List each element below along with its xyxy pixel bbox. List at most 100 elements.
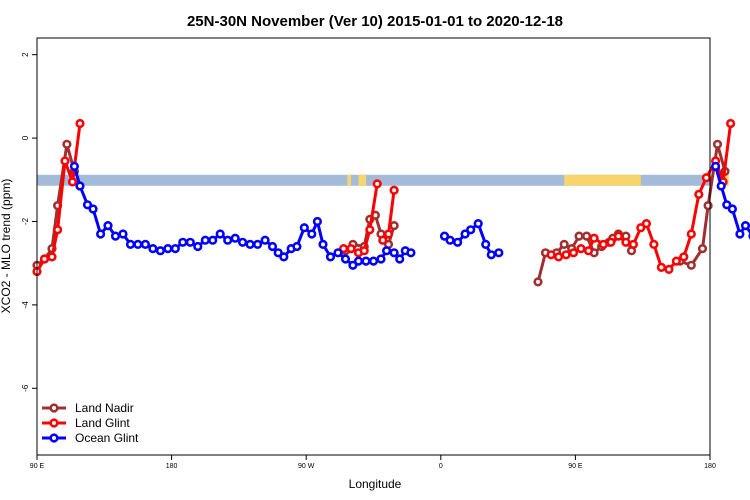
- data-point: [368, 256, 379, 266]
- data-point: [170, 244, 180, 254]
- data-point: [133, 239, 143, 249]
- data-point: [664, 264, 674, 275]
- data-point: [148, 244, 158, 254]
- data-point: [292, 241, 302, 252]
- data-point: [694, 189, 704, 199]
- legend-item-land-glint: Land Glint: [42, 416, 130, 430]
- data-point: [110, 231, 121, 241]
- data-point: [299, 223, 309, 233]
- series-ocean-glint: [69, 161, 750, 270]
- data-point: [486, 250, 496, 260]
- data-point: [735, 229, 745, 239]
- legend-swatch-marker: [49, 433, 59, 443]
- data-point: [155, 246, 165, 256]
- x-tick-label: 180: [166, 463, 178, 470]
- data-point: [406, 248, 416, 258]
- legend-label: Land Nadir: [75, 401, 134, 415]
- data-point: [727, 204, 738, 214]
- data-point: [95, 229, 106, 239]
- land-segment: [564, 174, 641, 186]
- data-point: [273, 248, 283, 258]
- data-point: [686, 229, 696, 239]
- y-tick-label: -4: [21, 301, 30, 309]
- data-point: [307, 229, 317, 239]
- data-point: [193, 241, 203, 252]
- data-point: [75, 118, 85, 129]
- data-point: [697, 244, 708, 254]
- data-point: [88, 204, 98, 214]
- data-point: [333, 248, 343, 258]
- data-point: [47, 252, 57, 262]
- x-tick-label: 90 E: [30, 463, 45, 470]
- data-point: [628, 239, 639, 249]
- data-point: [267, 241, 278, 252]
- data-point: [389, 248, 399, 258]
- data-point: [208, 235, 218, 245]
- data-point: [62, 139, 72, 149]
- data-point: [710, 161, 721, 171]
- data-point: [445, 235, 455, 245]
- data-point: [52, 225, 63, 235]
- data-point: [606, 237, 616, 247]
- chart-title: 25N-30N November (Ver 10) 2015-01-01 to …: [187, 13, 563, 30]
- data-point: [125, 239, 136, 249]
- data-point: [215, 229, 225, 239]
- data-point: [679, 252, 689, 262]
- data-point: [383, 229, 394, 239]
- data-point: [238, 237, 248, 247]
- y-tick-label: -2: [21, 217, 30, 225]
- legend-item-ocean-glint: Ocean Glint: [42, 431, 139, 445]
- data-point: [621, 237, 631, 247]
- y-tick-label: -6: [21, 384, 30, 392]
- data-point: [348, 260, 358, 270]
- data-point: [576, 244, 586, 254]
- data-point: [636, 223, 646, 233]
- data-point: [60, 156, 70, 166]
- y-tick-label: 0: [21, 135, 30, 140]
- data-point: [245, 239, 255, 249]
- data-point: [378, 235, 388, 245]
- data-point: [361, 256, 371, 266]
- data-point: [725, 118, 736, 129]
- land-segment: [347, 174, 352, 186]
- y-axis-label: XCO2 - MLO trend (ppm): [0, 179, 13, 314]
- data-point: [701, 173, 711, 183]
- data-point: [583, 246, 594, 256]
- series-land-glint: [32, 118, 736, 277]
- x-tick-label: 90 E: [568, 463, 583, 470]
- data-point: [439, 231, 450, 241]
- legend-item-land-nadir: Land Nadir: [42, 401, 134, 415]
- legend-label: Land Glint: [75, 416, 130, 430]
- data-point: [533, 277, 543, 287]
- data-point: [376, 254, 386, 264]
- data-point: [185, 237, 195, 247]
- data-point: [103, 221, 113, 231]
- x-tick-label: 90 W: [298, 463, 315, 470]
- data-point: [260, 235, 270, 245]
- data-point: [395, 254, 405, 264]
- data-point: [82, 200, 93, 210]
- data-point: [230, 233, 240, 243]
- data-point: [649, 239, 659, 249]
- data-point: [340, 254, 351, 264]
- x-tick-label: 0: [439, 463, 443, 470]
- data-point: [140, 239, 150, 249]
- data-point: [372, 179, 382, 189]
- data-point: [389, 221, 399, 231]
- data-point: [312, 216, 323, 227]
- data-point: [75, 181, 85, 191]
- legend-swatch-marker: [49, 403, 59, 413]
- data-point: [553, 252, 564, 262]
- data-point: [223, 235, 233, 245]
- series-line: [343, 183, 379, 255]
- data-point: [473, 219, 483, 229]
- data-point: [598, 239, 609, 249]
- legend-label: Ocean Glint: [75, 431, 139, 445]
- data-point: [581, 231, 592, 241]
- land-ocean-mask-band: [37, 174, 729, 186]
- data-point: [453, 237, 463, 247]
- data-point: [460, 229, 470, 239]
- data-point: [712, 139, 723, 149]
